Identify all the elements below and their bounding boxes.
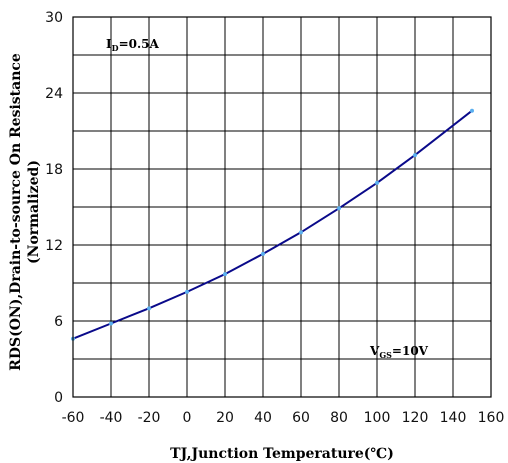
data-point [375, 180, 379, 185]
y-tick-label: 0 [54, 390, 63, 406]
x-tick-label: 40 [254, 410, 272, 426]
plot-frame [72, 16, 492, 398]
x-tick-label: 100 [364, 410, 391, 426]
y-tick-label: 12 [45, 238, 63, 254]
data-point [413, 153, 417, 158]
annotation-id: ID=0.5A [106, 37, 159, 53]
y-tick-label: 30 [45, 10, 63, 26]
data-point [470, 108, 474, 113]
y-tick-label: 6 [54, 314, 63, 330]
annotation-vgs: VGS=10V [369, 344, 429, 360]
x-tick-label: -60 [62, 410, 85, 426]
x-tick-label: 80 [330, 410, 348, 426]
grid [72, 16, 492, 398]
data-point [337, 206, 341, 211]
data-point [223, 272, 227, 277]
x-tick-label: 120 [402, 410, 429, 426]
data-point [147, 306, 151, 311]
data-point [185, 289, 189, 294]
x-tick-label: -40 [100, 410, 123, 426]
data-point [261, 251, 265, 256]
y-axis-title: RDS(ON),Drain-to-source On Resistance [8, 53, 24, 371]
x-tick-label: 60 [292, 410, 310, 426]
y-tick-label: 18 [45, 162, 63, 178]
series-markers [71, 108, 474, 341]
x-tick-label: -20 [138, 410, 161, 426]
x-axis-ticks: -60 -40 -20 0 20 40 60 80 100 120 140 160 [62, 410, 505, 426]
data-point [109, 321, 113, 326]
y-tick-label: 24 [45, 86, 63, 102]
x-tick-label: 140 [440, 410, 467, 426]
data-point [299, 230, 303, 235]
x-tick-label: 20 [216, 410, 234, 426]
x-tick-label: 160 [478, 410, 505, 426]
x-tick-label: 0 [183, 410, 192, 426]
x-axis-title: TJ,Junction Temperature(℃) [170, 446, 394, 462]
y-axis-title-normalized: (Normalized) [26, 160, 42, 264]
y-axis-ticks: 0 6 12 18 24 30 [45, 10, 63, 406]
